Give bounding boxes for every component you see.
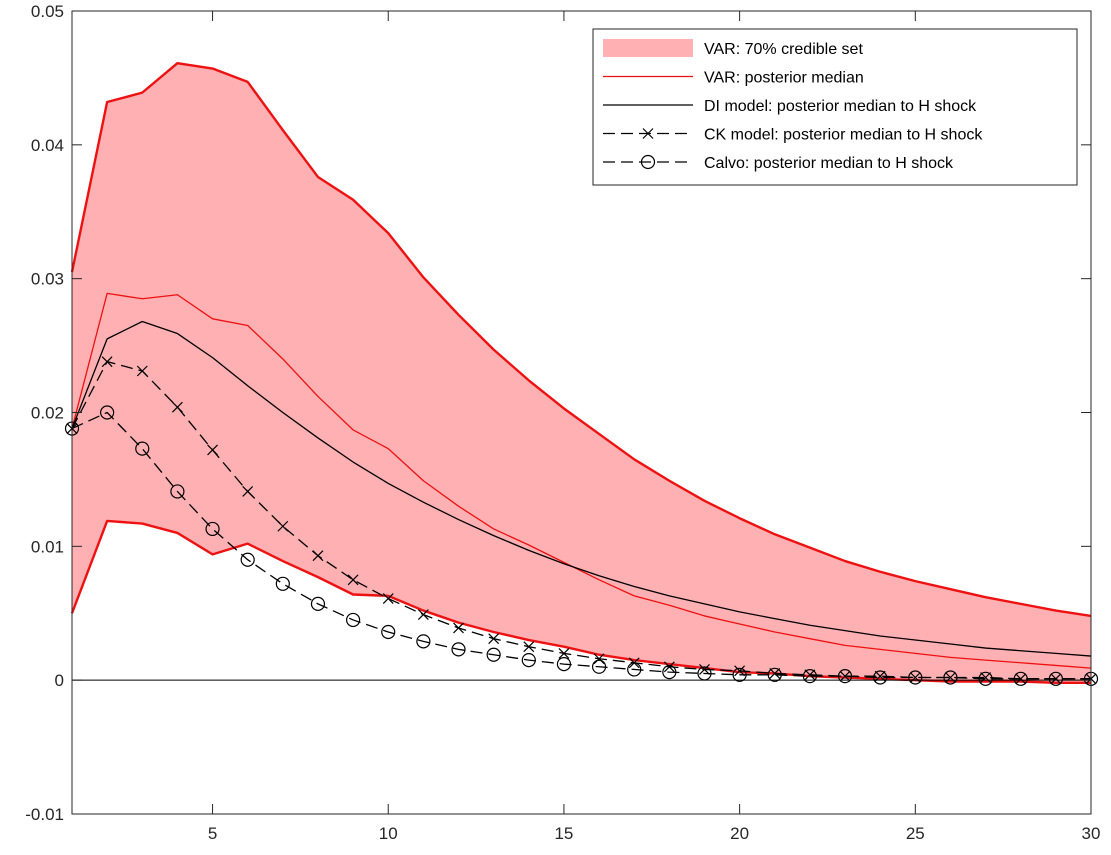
series-3-point [417,609,429,621]
series-3-point [593,653,605,665]
series-4-point [627,662,642,677]
series-3-point [171,401,183,413]
series-4-point [416,634,431,649]
legend-label-series-2: DI model: posterior median to H shock [704,98,977,115]
series-4-point [521,652,536,668]
series-4-point [205,521,220,537]
y-tick-label: 0.02 [31,404,64,423]
series-4-line [71,411,1091,680]
series-4-point [873,670,888,685]
x-tick-label: 20 [730,824,749,843]
legend-marker-series-4 [640,154,656,170]
series-3-point [909,672,921,683]
credible-band-area [72,63,1091,683]
x-tick-label: 5 [208,824,217,843]
series-3-point [207,444,218,456]
series-4-point [732,667,747,682]
series-3-point [382,593,394,604]
legend-label-series-4: Calvo: posterior median to H shock [704,155,954,172]
series-1 [71,292,1092,669]
series-4-point [275,576,290,591]
series-4-point [346,612,361,628]
series-4-point [486,647,501,662]
series-4-point [135,441,150,456]
series-2-line [71,320,1092,657]
series-3-point [980,672,992,683]
series-3-point [347,574,359,586]
legend-label-series-3: CK model: posterior median to H shock [704,127,983,144]
series-4-point [767,667,782,682]
x-tick-label: 10 [379,824,398,843]
series-4 [64,405,1099,686]
y-tick-label: -0.01 [25,805,64,824]
y-tick-label: 0.04 [31,136,64,155]
series-3-point [488,633,500,645]
series-3-point [312,550,324,562]
series-4-point [451,642,466,657]
series-3-point [242,486,254,497]
y-tick-label: 0.05 [31,2,64,21]
series-3-point [136,365,148,377]
series-4-point [240,552,255,567]
legend-marker-series-3 [642,128,654,139]
x-tick-label: 25 [906,824,925,843]
x-tick-label: 30 [1082,824,1101,843]
series-4-point [310,596,326,611]
series-3-point [734,665,746,677]
series-3-point [101,356,113,368]
series-4-point [697,666,712,681]
series-4-point [591,659,607,674]
legend-label-series-1: VAR: posterior median [704,70,864,87]
series-4-point [943,670,958,685]
series-3-point [839,670,851,682]
series-4-point [662,665,677,680]
series-4-point [100,405,115,420]
series-4-point [908,670,923,685]
y-tick-label: 0.01 [31,537,64,556]
y-tick-label: 0 [55,671,64,690]
series-3-point [874,670,886,682]
series-4-point [837,669,853,684]
series-2 [71,320,1092,657]
axes-layer: 5 10 15 20 25 30 -0.01 0 0.01 0.02 0.03 0.04 0.05 [25,2,1100,843]
legend: VAR: 70% credible set VAR: posterior medi… [592,28,1078,186]
legend-swatch-band [603,39,693,57]
y-tick-label: 0.03 [31,270,64,289]
series-3-point [558,647,570,659]
series-4-point [556,657,572,672]
series-4-point [978,671,993,686]
series-4-point [802,669,817,684]
series-4-point [170,484,185,499]
series-3-point [699,664,710,675]
series-3-point [945,672,956,683]
series-3-point [769,668,781,679]
series-4-point [1048,671,1063,686]
credible-band-upper-edge [70,62,1092,618]
x-tick-label: 15 [554,824,573,843]
series-3-point [663,661,675,673]
series-layer [64,292,1099,686]
series-3-point [277,520,289,532]
series-3-point [523,641,535,653]
series-4-point [381,624,396,640]
series-3-point [804,669,816,681]
series-1-line [71,292,1092,669]
series-3-point [453,622,464,634]
series-4-point [1013,671,1028,686]
legend-label-band: VAR: 70% credible set [704,41,863,58]
